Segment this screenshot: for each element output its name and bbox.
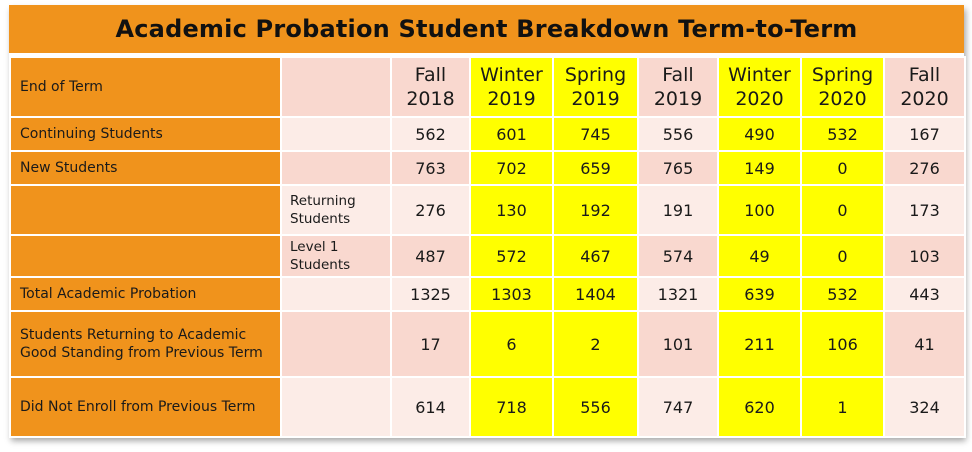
table-row: Level 1 Students 487 572 467 574 49 0 10… — [9, 234, 966, 278]
value-cell: 487 — [390, 234, 471, 278]
row-label: Continuing Students — [9, 116, 282, 152]
value-cell: 0 — [800, 184, 885, 236]
value-cell: 556 — [637, 116, 719, 152]
value-cell: 532 — [800, 116, 885, 152]
row-sublabel — [280, 150, 392, 186]
value-cell: 101 — [637, 310, 719, 378]
row-label: Did Not Enroll from Previous Term — [9, 376, 282, 438]
value-cell: 556 — [552, 376, 639, 438]
row-sublabel — [280, 310, 392, 378]
row-label: Students Returning to Academic Good Stan… — [9, 310, 282, 378]
value-cell: 0 — [800, 234, 885, 278]
term-header: Winter 2019 — [469, 56, 554, 118]
row-sublabel — [280, 376, 392, 438]
value-cell: 614 — [390, 376, 471, 438]
value-cell: 659 — [552, 150, 639, 186]
value-cell: 49 — [717, 234, 802, 278]
value-cell: 1321 — [637, 276, 719, 312]
header-label: End of Term — [9, 56, 282, 118]
value-cell: 718 — [469, 376, 554, 438]
value-cell: 191 — [637, 184, 719, 236]
value-cell: 276 — [883, 150, 966, 186]
table-row: New Students 763 702 659 765 149 0 276 — [9, 150, 966, 186]
value-cell: 106 — [800, 310, 885, 378]
probation-table: End of Term Fall 2018 Winter 2019 Spring 20… — [9, 56, 966, 438]
value-cell: 1 — [800, 376, 885, 438]
table-row: Total Academic Probation 1325 1303 1404 … — [9, 276, 966, 312]
term-header: Spring 2020 — [800, 56, 885, 118]
value-cell: 211 — [717, 310, 802, 378]
term-header: Fall 2019 — [637, 56, 719, 118]
value-cell: 601 — [469, 116, 554, 152]
value-cell: 1325 — [390, 276, 471, 312]
term-header: Spring 2019 — [552, 56, 639, 118]
row-sublabel: Level 1 Students — [280, 234, 392, 278]
table-row: Continuing Students 562 601 745 556 490 … — [9, 116, 966, 152]
value-cell: 620 — [717, 376, 802, 438]
value-cell: 1303 — [469, 276, 554, 312]
value-cell: 100 — [717, 184, 802, 236]
value-cell: 574 — [637, 234, 719, 278]
value-cell: 443 — [883, 276, 966, 312]
value-cell: 763 — [390, 150, 471, 186]
value-cell: 747 — [637, 376, 719, 438]
value-cell: 130 — [469, 184, 554, 236]
row-label: Total Academic Probation — [9, 276, 282, 312]
value-cell: 103 — [883, 234, 966, 278]
value-cell: 562 — [390, 116, 471, 152]
table-row: Did Not Enroll from Previous Term 614 71… — [9, 376, 966, 438]
value-cell: 0 — [800, 150, 885, 186]
row-label: New Students — [9, 150, 282, 186]
probation-table-slide: Academic Probation Student Breakdown Ter… — [9, 5, 966, 438]
header-row: End of Term Fall 2018 Winter 2019 Spring 20… — [9, 56, 966, 118]
value-cell: 324 — [883, 376, 966, 438]
term-header: Fall 2020 — [883, 56, 966, 118]
table-row: Students Returning to Academic Good Stan… — [9, 310, 966, 378]
row-sublabel: Returning Students — [280, 184, 392, 236]
value-cell: 2 — [552, 310, 639, 378]
row-label — [9, 184, 282, 236]
row-sublabel — [280, 276, 392, 312]
term-header: Fall 2018 — [390, 56, 471, 118]
value-cell: 532 — [800, 276, 885, 312]
term-header: Winter 2020 — [717, 56, 802, 118]
row-sublabel — [280, 116, 392, 152]
value-cell: 467 — [552, 234, 639, 278]
value-cell: 639 — [717, 276, 802, 312]
value-cell: 572 — [469, 234, 554, 278]
value-cell: 173 — [883, 184, 966, 236]
value-cell: 702 — [469, 150, 554, 186]
header-blank-cell — [280, 56, 392, 118]
value-cell: 149 — [717, 150, 802, 186]
value-cell: 490 — [717, 116, 802, 152]
value-cell: 765 — [637, 150, 719, 186]
value-cell: 167 — [883, 116, 966, 152]
row-label — [9, 234, 282, 278]
value-cell: 41 — [883, 310, 966, 378]
value-cell: 17 — [390, 310, 471, 378]
value-cell: 745 — [552, 116, 639, 152]
table-row: Returning Students 276 130 192 191 100 0… — [9, 184, 966, 236]
value-cell: 1404 — [552, 276, 639, 312]
table-title: Academic Probation Student Breakdown Ter… — [9, 5, 964, 53]
value-cell: 6 — [469, 310, 554, 378]
value-cell: 276 — [390, 184, 471, 236]
value-cell: 192 — [552, 184, 639, 236]
